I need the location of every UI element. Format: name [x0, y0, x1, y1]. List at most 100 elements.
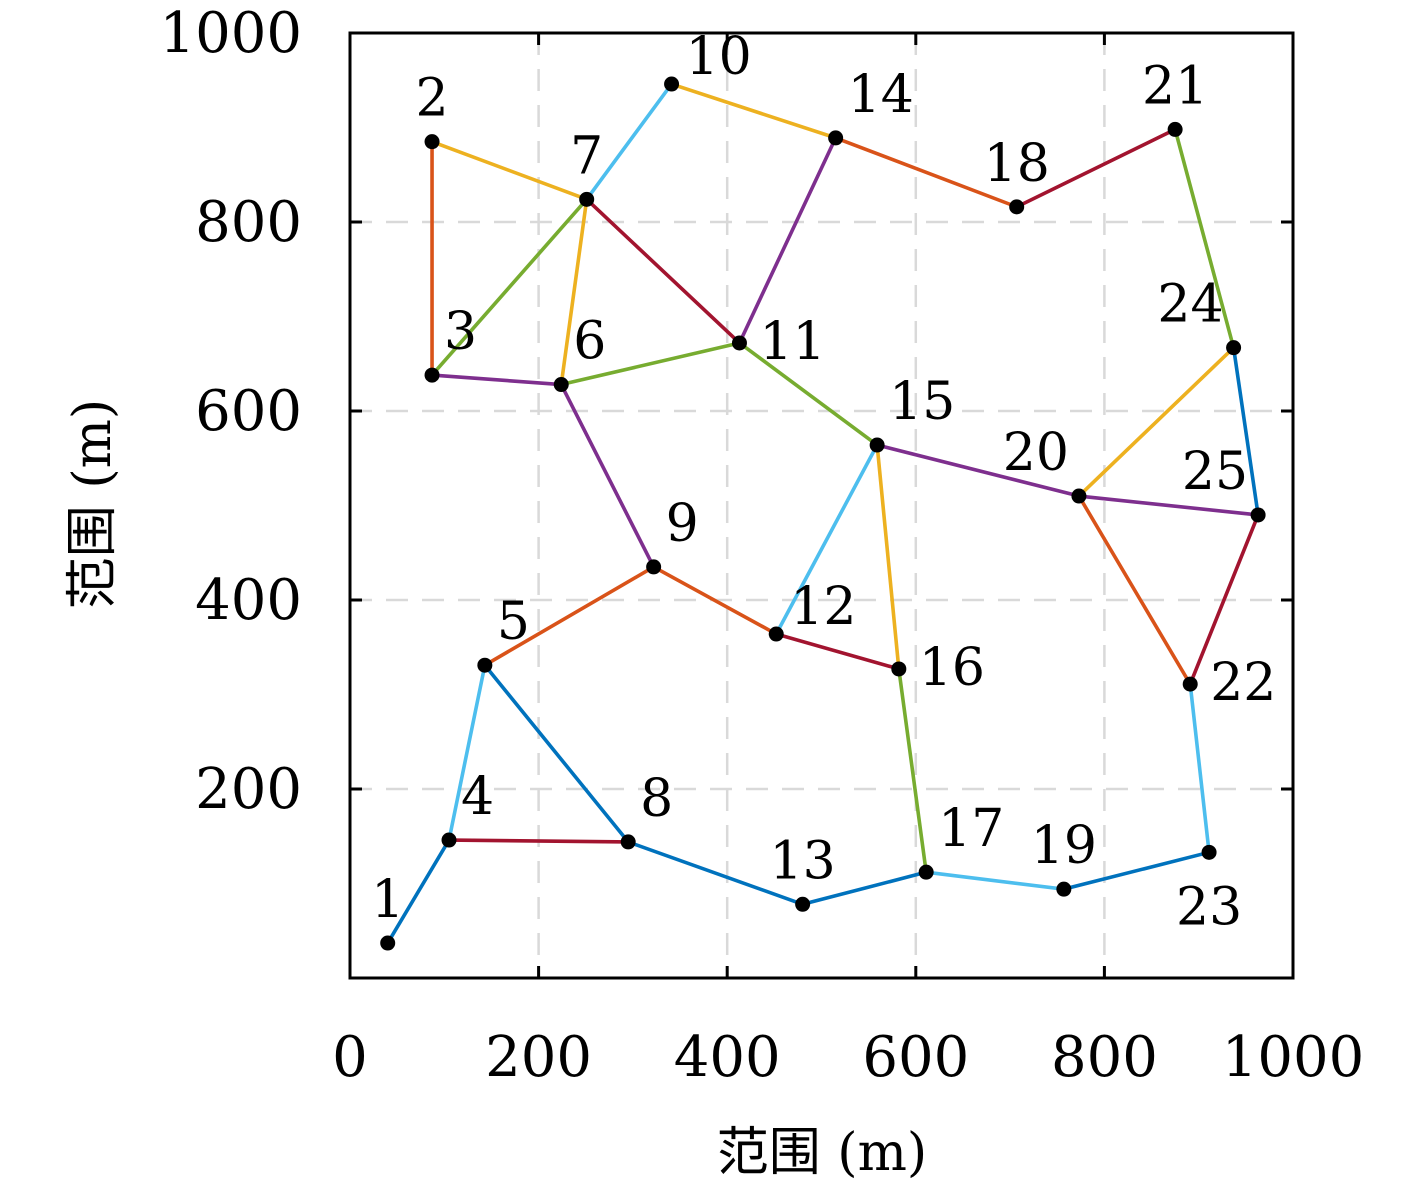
- edge-14-11: [737, 136, 838, 345]
- node-label-25: 25: [1182, 442, 1248, 502]
- x-tick-label: 1000: [1222, 1025, 1365, 1090]
- node-21: [1167, 121, 1183, 137]
- edge-3-6: [430, 373, 564, 387]
- edge-15-16: [875, 443, 901, 671]
- edge-7-11: [584, 197, 742, 345]
- edge-12-16: [774, 632, 901, 671]
- node-label-16: 16: [919, 638, 985, 698]
- node-labels: 1234567891011121314151617181920212223242…: [371, 27, 1276, 937]
- edge-1-4: [385, 838, 451, 945]
- x-tick-label: 600: [862, 1025, 969, 1090]
- node-label-20: 20: [1003, 423, 1069, 483]
- edge-24-21: [1173, 127, 1236, 350]
- y-tick-label: 400: [195, 568, 302, 633]
- edge-3-7: [430, 197, 589, 377]
- edge-6-7: [559, 197, 589, 387]
- edge-6-11: [559, 341, 742, 387]
- node-13: [795, 896, 811, 912]
- node-3: [424, 367, 440, 383]
- node-label-10: 10: [686, 27, 752, 87]
- node-20: [1071, 488, 1087, 504]
- grid: [350, 33, 1293, 978]
- x-tick-label: 0: [332, 1025, 368, 1090]
- edge-22-20: [1077, 494, 1193, 686]
- y-tick-label: 600: [195, 379, 302, 444]
- x-axis-title: 范围 (m): [717, 1123, 927, 1183]
- edge-2-7: [430, 139, 589, 202]
- edge-24-20: [1077, 345, 1236, 498]
- node-24: [1226, 340, 1242, 356]
- node-11: [731, 335, 747, 351]
- edge-23-22: [1188, 682, 1211, 855]
- tick-labels: 0 200 400 600 800 1000 200 400 600 800 1000: [159, 1, 1364, 1090]
- node-17: [918, 864, 934, 880]
- edges: [385, 82, 1260, 945]
- node-12: [768, 626, 784, 642]
- edge-16-17: [897, 667, 928, 874]
- node-label-24: 24: [1157, 275, 1223, 335]
- x-tick-label: 800: [1051, 1025, 1158, 1090]
- node-label-22: 22: [1210, 653, 1276, 713]
- edge-25-24: [1231, 345, 1260, 517]
- edge-5-8: [483, 663, 630, 844]
- node-label-23: 23: [1176, 877, 1242, 937]
- edge-8-13: [626, 840, 805, 907]
- node-2: [424, 134, 440, 150]
- y-tick-label: 1000: [159, 1, 302, 66]
- node-label-7: 7: [570, 126, 603, 186]
- edge-10-7: [584, 82, 674, 202]
- node-16: [891, 661, 907, 677]
- node-label-1: 1: [371, 870, 404, 930]
- node-label-3: 3: [444, 302, 477, 362]
- edge-25-20: [1077, 494, 1260, 517]
- node-19: [1056, 881, 1072, 897]
- node-label-17: 17: [938, 799, 1004, 859]
- edge-18-14: [833, 136, 1019, 209]
- node-label-13: 13: [770, 831, 836, 891]
- nodes: [380, 76, 1266, 951]
- node-label-5: 5: [497, 592, 530, 652]
- node-label-12: 12: [790, 577, 856, 637]
- edge-15-12: [774, 443, 879, 636]
- edge-11-15: [737, 341, 879, 447]
- edge-19-23: [1062, 850, 1211, 891]
- edge-9-12: [651, 565, 779, 636]
- edge-22-25: [1188, 513, 1260, 686]
- node-label-21: 21: [1142, 56, 1208, 116]
- edge-17-19: [924, 870, 1066, 891]
- x-tick-label: 200: [485, 1025, 592, 1090]
- edge-4-8: [447, 838, 630, 844]
- node-8: [620, 834, 636, 850]
- edge-4-5: [447, 663, 487, 842]
- node-5: [477, 657, 493, 673]
- node-label-4: 4: [461, 767, 494, 827]
- node-label-18: 18: [984, 134, 1050, 194]
- node-label-15: 15: [889, 372, 955, 432]
- node-4: [441, 832, 457, 848]
- node-label-9: 9: [666, 494, 699, 554]
- x-tick-label: 400: [674, 1025, 781, 1090]
- y-axis-title: 范围 (m): [63, 399, 123, 609]
- node-10: [664, 76, 680, 92]
- node-15: [869, 437, 885, 453]
- node-23: [1201, 844, 1217, 860]
- node-label-11: 11: [759, 312, 825, 372]
- axis-ticks: [350, 33, 1293, 978]
- node-14: [828, 130, 844, 146]
- node-18: [1009, 199, 1025, 215]
- plot-frame: [348, 31, 1295, 980]
- edge-5-9: [483, 565, 656, 668]
- node-25: [1250, 507, 1266, 523]
- edge-13-17: [800, 870, 928, 907]
- edge-21-18: [1014, 127, 1177, 209]
- node-22: [1182, 676, 1198, 692]
- node-label-8: 8: [640, 769, 673, 829]
- edge-6-9: [559, 382, 656, 569]
- node-label-19: 19: [1031, 816, 1097, 876]
- y-tick-label: 800: [195, 190, 302, 255]
- node-label-6: 6: [573, 312, 606, 372]
- edge-15-20: [875, 443, 1081, 498]
- node-6: [553, 377, 569, 393]
- node-label-2: 2: [415, 69, 448, 129]
